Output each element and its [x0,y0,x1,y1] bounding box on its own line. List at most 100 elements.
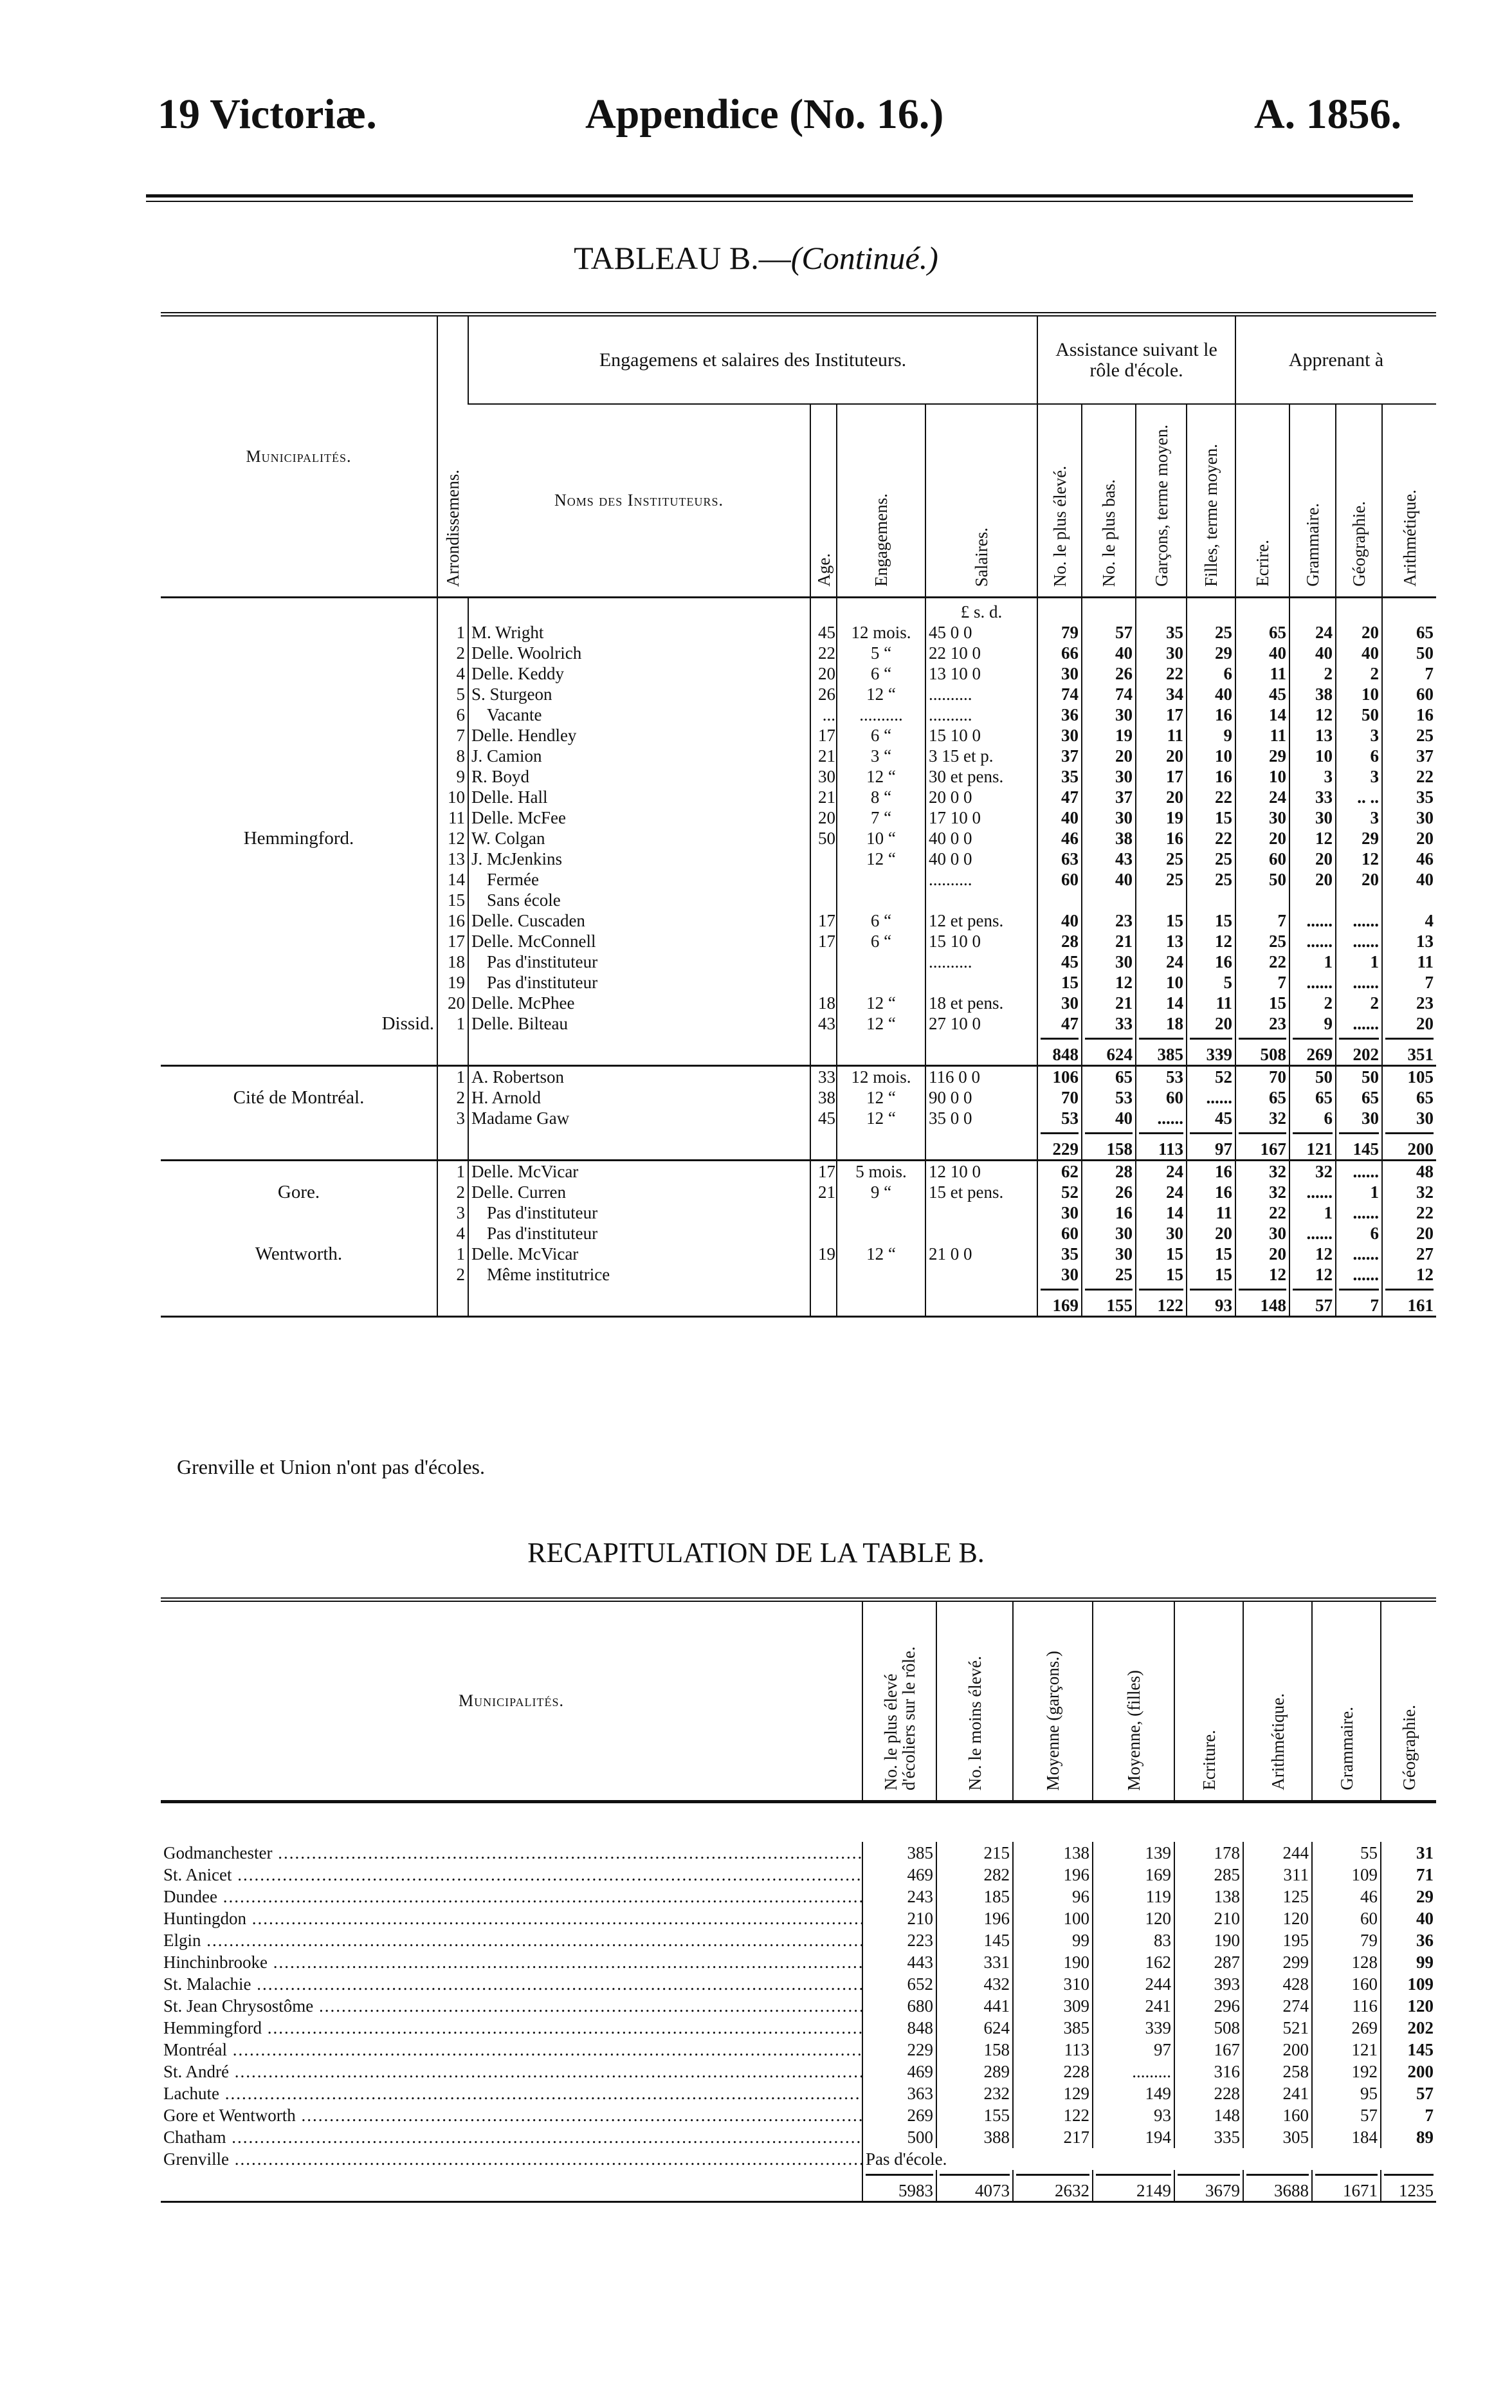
table-row: 19 Pas d'instituteur 15 12 10 5 7............ 7 [161,972,1437,993]
grammaire [1289,890,1336,910]
max-eleves: 469 [862,1864,936,1886]
total-value: 57 [1293,1289,1333,1316]
salary [925,1223,1037,1244]
recap-header-max-eleves: No. le plus élevé d'écoliers sur le rôle… [862,1599,936,1803]
teacher-age [810,1264,837,1285]
filles-moyen: 22 [1185,828,1236,849]
moyenne-filles: 339 [1092,2017,1174,2039]
arithmetique: 305 [1243,2126,1312,2148]
geographie: 10 [1335,684,1383,704]
table-row: 5 S. Sturgeon 26 12 “.......... 74 74 34 40 45 38… [161,684,1437,704]
blank-cell [161,1285,437,1317]
garcons-moyen: 22 [1135,663,1187,684]
filles-moyen: ...... [1185,1087,1236,1108]
arithmetique: 120 [1243,1907,1312,1929]
total-row: 169 155 122 93 148 57 7 161 [161,1285,1437,1317]
municipality-label [161,807,437,828]
header-age-text: Age. [814,553,833,587]
ecriture: 296 [1174,1995,1243,2017]
engagement [836,1264,925,1285]
recap-header-geographie-text: Géographie. [1399,1705,1419,1790]
municipality-name-text: Elgin [163,1931,201,1950]
municipality-label [161,890,437,910]
ecrire: 65 [1235,622,1290,643]
teacher-name: Delle. McVicar [468,1244,810,1264]
num-plus-bas: 65 [1081,1065,1136,1087]
garcons-moyen: 53 [1135,1065,1187,1087]
recap-total-grammaire: 1671 [1311,2170,1381,2202]
ecrire: 32 [1235,1182,1290,1202]
num-plus-eleve: 36 [1037,704,1082,725]
total-value: 167 [1239,1132,1287,1159]
filles-moyen: 16 [1185,704,1236,725]
section-1: 1 A. Robertson 33 12 mois. 116 0 0 106 65 53 52 7… [161,1065,1437,1161]
ecrire: 30 [1235,1223,1290,1244]
recap-header-moyenne-filles-text: Moyenne, (filles) [1124,1669,1143,1790]
geographie: ...... [1335,1264,1383,1285]
num-plus-bas: 16 [1081,1202,1136,1223]
total-value: 121 [1293,1132,1333,1159]
arrondissement-number: 13 [437,849,468,869]
grammaire: 24 [1289,622,1336,643]
header-grammaire: Grammaire. [1289,404,1336,598]
num-plus-bas: 43 [1081,849,1136,869]
salary: 12 10 0 [925,1160,1037,1182]
leader-dots: ........................................… [273,1953,862,1972]
municipality-label [161,622,437,643]
ecrire: 30 [1235,807,1290,828]
moyenne-filles: 139 [1092,1842,1174,1864]
ecrire: 14 [1235,704,1290,725]
engagement: 8 “ [836,787,925,807]
recap-header-geographie: Géographie. [1380,1599,1436,1803]
geographie: 50 [1335,1065,1383,1087]
moyenne-filles: 149 [1092,2082,1174,2104]
recap-header-moyenne-filles: Moyenne, (filles) [1092,1599,1174,1803]
max-eleves: 269 [862,2104,936,2126]
moyenne-garcons: 190 [1012,1951,1093,1973]
blank-cell [836,1034,925,1066]
arrondissement-number: 7 [437,725,468,746]
spacer-cell [161,1802,1436,1843]
ecrire: 7 [1235,910,1290,931]
num-plus-eleve: 30 [1037,993,1082,1013]
arithmetique: 20 [1381,1013,1437,1034]
grammaire: 79 [1311,1929,1381,1951]
garcons-moyen: 13 [1135,931,1187,951]
table-row: 20 Delle. McPhee 18 12 “18 et pens. 30 21 14 11… [161,993,1437,1013]
grammaire: 121 [1311,2039,1381,2061]
header-volume: 19 Victoriæ. [158,91,377,138]
header-geographie-text: Géographie. [1349,501,1369,587]
geographie: 20 [1335,869,1383,890]
garcons-moyen: 24 [1135,1182,1187,1202]
geographie: 12 [1335,849,1383,869]
filles-moyen: 16 [1185,951,1236,972]
teacher-age: 33 [810,1065,837,1087]
geographie: 3 [1335,766,1383,787]
arithmetique: 65 [1381,1087,1437,1108]
moyenne-garcons: 385 [1012,2017,1093,2039]
filles-moyen: 20 [1185,1223,1236,1244]
geographie: 109 [1380,1973,1436,1995]
total-geographie: 202 [1335,1034,1383,1066]
header-engagemens-text: Engagemens. [871,493,891,587]
leader-dots: ........................................… [251,1909,862,1928]
teacher-age: 19 [810,1244,837,1264]
header-num-plus-eleve-text: No. le plus élevé. [1050,465,1070,587]
teacher-name: J. McJenkins [468,849,810,869]
recap-row: Grenville ..............................… [161,2148,1436,2170]
garcons-moyen: 15 [1135,1244,1187,1264]
geographie [1335,890,1383,910]
ecrire: 15 [1235,993,1290,1013]
total-garcons-moyen: 385 [1135,1034,1187,1066]
recap-header-grammaire-text: Grammaire. [1336,1707,1356,1790]
teacher-age: 20 [810,807,837,828]
salary: .......... [925,684,1037,704]
garcons-moyen: 15 [1135,910,1187,931]
salaires-units: £ s. d. [925,597,1037,622]
municipality-name: St. Malachie ...........................… [161,1973,862,1995]
min-eleves: 388 [936,2126,1013,2148]
recap-header-max-eleves-text: No. le plus élevé d'écoliers sur le rôle… [880,1646,918,1790]
num-plus-bas: 12 [1081,972,1136,993]
salary: 21 0 0 [925,1244,1037,1264]
recap-total-ecriture: 3679 [1174,2170,1243,2202]
